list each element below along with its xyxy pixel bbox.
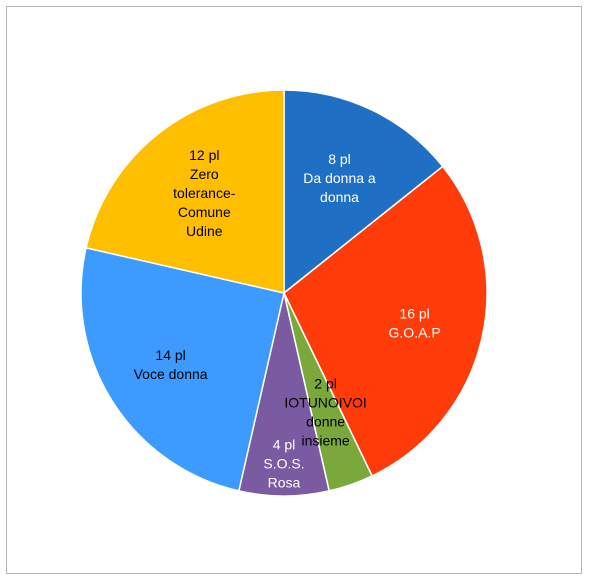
slice-label-4: 14 pl Voce donna [134, 347, 208, 382]
slice-name-label: Rosa [268, 475, 301, 491]
slice-name-label: G.O.A.P [389, 324, 441, 340]
slice-value-label: 8 pl [328, 151, 351, 167]
slice-name-label: S.O.S. [263, 456, 304, 472]
slice-value-label: 12 pl [189, 147, 219, 163]
slice-name-label: insieme [301, 432, 349, 448]
slice-label-1: 16 pl G.O.A.P [389, 305, 441, 340]
slice-name-label: Da donna a [303, 170, 376, 186]
slice-value-label: 4 pl [273, 437, 296, 453]
slice-value-label: 14 pl [155, 347, 185, 363]
pie-slice-0 [283, 89, 444, 295]
slice-label-2: 2 pl IOTUNOIVOI donne insieme [284, 375, 366, 448]
slice-name-label: tolerance- [173, 185, 236, 201]
pie-slice-1 [283, 165, 488, 477]
pie-slice-4 [80, 246, 285, 492]
pie-labels: 8 pl Da donna a donna 16 pl G.O.A.P 2 pl IOTUN… [134, 147, 441, 491]
slice-label-0: 8 pl Da donna a donna [303, 151, 376, 205]
slice-name-label: IOTUNOIVOI [284, 394, 366, 410]
slice-name-label: Voce donna [134, 366, 208, 382]
pie-slices [80, 89, 488, 497]
slice-name-label: Udine [186, 223, 223, 239]
slice-name-label: donna [320, 189, 359, 205]
slice-value-label: 2 pl [314, 375, 337, 391]
slice-label-3: 4 pl S.O.S. Rosa [263, 437, 304, 491]
slice-value-label: 16 pl [399, 305, 429, 321]
pie-slice-5 [85, 89, 285, 294]
slice-name-label: Comune [178, 204, 231, 220]
slice-label-5: 12 pl Zero tolerance- Comune Udine [173, 147, 236, 239]
slice-name-label: donne [306, 413, 345, 429]
slice-name-label: Zero [190, 166, 219, 182]
